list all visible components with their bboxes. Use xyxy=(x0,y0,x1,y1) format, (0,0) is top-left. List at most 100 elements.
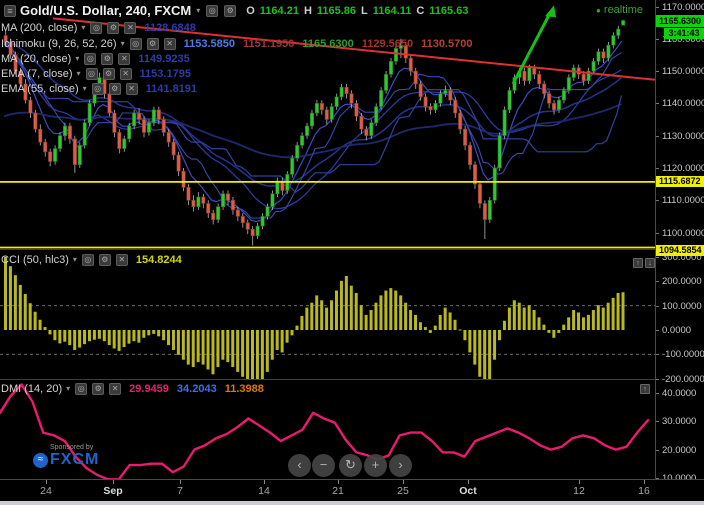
ohlc-value: 1165.63 xyxy=(429,4,469,17)
fxcm-logo-icon: ≈ xyxy=(33,452,48,468)
ma20-label[interactable]: MA (20, close) xyxy=(1,52,72,65)
scale-up-button[interactable]: ↑ xyxy=(640,384,650,394)
close-icon[interactable]: ✕ xyxy=(124,21,137,34)
legend-ma200: MA (200, close) ▾ ◎ ⚙ ✕ 1128.6848 xyxy=(1,21,196,34)
ema55-value: 1141.8191 xyxy=(145,82,198,95)
panel-separator xyxy=(0,379,655,380)
scroll-right-button[interactable]: › xyxy=(389,454,412,477)
ohlc-label: O xyxy=(246,4,255,17)
symbol-title[interactable]: Gold/U.S. Dollar, 240, FXCM xyxy=(20,3,192,18)
sponsor-block[interactable]: Sponsored by ≈ FXCM xyxy=(33,444,99,469)
ma-line-ema7 xyxy=(3,40,622,223)
legend-ma20: MA (20, close) ▾ ◎ ⚙ ✕ 1149.9235 xyxy=(1,52,190,65)
main-chart[interactable] xyxy=(0,0,655,249)
gear-icon[interactable]: ⚙ xyxy=(98,253,111,266)
chevron-down-icon[interactable]: ▾ xyxy=(72,255,77,264)
ichimoku-value: 1153.5850 xyxy=(183,37,235,50)
eye-icon[interactable]: ◎ xyxy=(84,52,97,65)
chevron-down-icon[interactable]: ▾ xyxy=(81,23,86,32)
cci-panel[interactable] xyxy=(0,250,655,380)
close-icon[interactable]: ✕ xyxy=(119,67,132,80)
cci-axis-label: -200.0000 xyxy=(662,373,704,385)
zoom-out-button[interactable]: − xyxy=(312,454,335,477)
price-axis-tick xyxy=(656,71,659,73)
ichimoku-value: 1165.6300 xyxy=(302,37,354,50)
time-label: 16 xyxy=(638,485,650,497)
close-icon[interactable]: ✕ xyxy=(118,52,131,65)
ema55-label[interactable]: EMA (55, close) xyxy=(1,82,79,95)
reset-view-button[interactable]: ↻ xyxy=(339,454,362,477)
chevron-down-icon[interactable]: ▾ xyxy=(196,6,201,15)
chevron-down-icon[interactable]: ▾ xyxy=(82,84,87,93)
ma200-label[interactable]: MA (200, close) xyxy=(1,21,78,34)
gear-icon[interactable]: ⚙ xyxy=(108,82,121,95)
trendline xyxy=(52,17,655,81)
ma-line-tenkan xyxy=(3,38,622,219)
ichimoku-value: 1151.1950 xyxy=(242,37,295,50)
eye-icon[interactable]: ◎ xyxy=(75,382,88,395)
close-icon[interactable]: ✕ xyxy=(109,382,122,395)
ichimoku-value: 1129.5650 xyxy=(361,37,414,50)
time-label: Oct xyxy=(459,485,477,497)
dmi-value: 34.2043 xyxy=(176,382,217,395)
gear-icon[interactable]: ⚙ xyxy=(102,67,115,80)
time-axis[interactable]: 24 Sep 7 14 21 25 Oct 12 16 xyxy=(0,479,704,501)
time-tick xyxy=(180,480,181,484)
adx-line xyxy=(0,383,650,479)
ohlc-label: H xyxy=(303,4,312,17)
dmi-value: 29.9459 xyxy=(129,382,169,395)
collapse-icon[interactable]: ≡ xyxy=(4,4,16,17)
chevron-down-icon[interactable]: ▾ xyxy=(66,384,71,393)
gear-icon[interactable]: ⚙ xyxy=(146,37,159,50)
ichimoku-label[interactable]: Ichimoku (9, 26, 52, 26) xyxy=(1,37,117,50)
dmi-axis-tick xyxy=(656,393,659,394)
ma200-value: 1128.6848 xyxy=(144,21,196,34)
scale-up-button[interactable]: ↑ xyxy=(633,258,643,268)
ema7-label[interactable]: EMA (7, close) xyxy=(1,67,73,80)
time-tick xyxy=(338,480,339,484)
time-tick xyxy=(46,480,47,484)
eye-icon[interactable]: ◎ xyxy=(129,37,142,50)
gear-icon[interactable]: ⚙ xyxy=(92,382,105,395)
chevron-down-icon[interactable]: ▾ xyxy=(120,39,125,48)
price-axis-label: 1140.0000 xyxy=(662,98,704,110)
time-label: 12 xyxy=(573,485,585,497)
price-axis-label: 1110.0000 xyxy=(662,195,704,207)
eye-icon[interactable]: ◎ xyxy=(85,67,98,80)
price-axis-tick xyxy=(656,167,659,169)
eye-icon[interactable]: ◎ xyxy=(206,4,219,17)
dmi-panel[interactable] xyxy=(0,380,655,479)
chevron-down-icon[interactable]: ▾ xyxy=(75,54,80,63)
time-tick xyxy=(644,480,645,484)
close-icon[interactable]: ✕ xyxy=(115,253,128,266)
chevron-down-icon[interactable]: ▾ xyxy=(76,69,81,78)
eye-icon[interactable]: ◎ xyxy=(81,253,94,266)
legend-ema55: EMA (55, close) ▾ ◎ ⚙ ✕ 1141.8191 xyxy=(1,82,197,95)
ma-line-ema55 xyxy=(3,41,622,187)
scale-down-button[interactable]: ↓ xyxy=(645,258,655,268)
time-tick xyxy=(468,480,469,484)
cci-label[interactable]: CCI (50, hlc3) xyxy=(1,253,69,266)
sponsored-by-label: Sponsored by xyxy=(50,444,94,451)
zoom-in-button[interactable]: + xyxy=(364,454,387,477)
ma-line-kijun xyxy=(3,38,623,193)
eye-icon[interactable]: ◎ xyxy=(90,21,103,34)
price-axis-label: 1170.0000 xyxy=(662,1,704,13)
realtime-indicator: ● realtime xyxy=(596,4,643,16)
price-axis-tick xyxy=(656,6,659,8)
ohlc-label: L xyxy=(361,4,368,17)
time-label: 21 xyxy=(332,485,344,497)
dmi-label[interactable]: DMI (14, 20) xyxy=(1,382,63,395)
cci-axis-tick xyxy=(656,330,659,331)
gear-icon[interactable]: ⚙ xyxy=(101,52,114,65)
time-label: 14 xyxy=(258,485,270,497)
gear-icon[interactable]: ⚙ xyxy=(224,4,237,17)
eye-icon[interactable]: ◎ xyxy=(91,82,104,95)
ohlc-value: 1164.21 xyxy=(259,4,299,17)
price-axis-tick xyxy=(656,232,659,234)
close-icon[interactable]: ✕ xyxy=(125,82,138,95)
close-icon[interactable]: ✕ xyxy=(163,37,176,50)
scroll-left-button[interactable]: ‹ xyxy=(288,454,311,477)
gear-icon[interactable]: ⚙ xyxy=(107,21,120,34)
last-price-badge: 1165.6300 xyxy=(656,14,704,27)
